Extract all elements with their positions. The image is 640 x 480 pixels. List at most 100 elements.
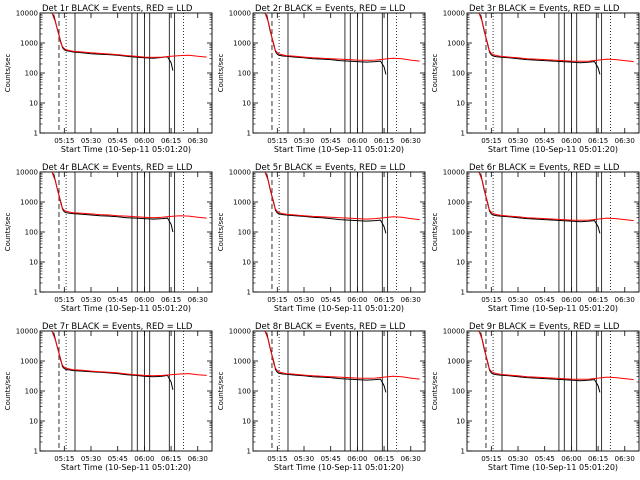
y-tick-label: 10 [242,100,251,108]
chart-title: Det 5r BLACK = Events, RED = LLD [255,163,406,173]
y-tick-label: 100 [238,229,251,237]
y-tick-label: 100 [238,70,251,78]
chart-panel: Det 9r BLACK = Events, RED = LLD Counts/s… [431,322,640,472]
x-tick-label: 06:15 [161,296,181,304]
plot-area [264,13,420,133]
y-axis-label: Counts/sec [4,213,12,252]
y-tick-label: 100 [25,229,38,237]
x-tick-label: 06:15 [588,296,608,304]
x-tick-label: 06:00 [347,137,367,145]
y-tick-label: 10 [242,418,251,426]
series-line-events [266,173,387,234]
chart-panel: Det 5r BLACK = Events, RED = LLD Counts/s… [217,163,426,313]
chart-title: Det 9r BLACK = Events, RED = LLD [469,322,620,332]
y-tick-label: 10000 [229,169,251,177]
chart-title: Det 1r BLACK = Events, RED = LLD [42,4,193,14]
plot-frame [39,330,213,452]
x-tick-label: 06:00 [134,296,154,304]
x-tick-label: 06:30 [188,455,208,463]
plot-area [51,13,207,133]
x-tick-label: 05:15 [267,455,287,463]
plot-area [264,331,420,451]
y-tick-label: 10 [242,259,251,267]
y-tick-label: 10000 [229,10,251,18]
x-tick-label: 06:30 [401,296,421,304]
y-tick-label: 10000 [443,169,465,177]
y-tick-label: 10000 [16,169,38,177]
x-tick-label: 06:00 [347,296,367,304]
x-tick-label: 05:15 [54,137,74,145]
x-axis-label: Start Time (10-Sep-11 05:01:20) [61,145,191,154]
y-tick-label: 100 [452,388,465,396]
x-axis-label: Start Time (10-Sep-11 05:01:20) [61,304,191,313]
plot-frame [252,330,426,452]
y-tick-label: 10000 [443,10,465,18]
x-tick-label: 05:30 [508,137,528,145]
x-tick-label: 06:30 [188,296,208,304]
y-tick-label: 1000 [447,199,465,207]
x-tick-label: 05:45 [321,137,341,145]
x-tick-label: 05:30 [294,137,314,145]
chart-title: Det 7r BLACK = Events, RED = LLD [42,322,193,332]
series-line-events [53,332,174,390]
y-tick-label: 1 [461,130,465,138]
series-line-lld [478,13,634,63]
series-line-lld [478,331,634,381]
plot-area [51,172,207,292]
x-tick-label: 06:15 [588,455,608,463]
x-tick-label: 05:15 [267,137,287,145]
x-tick-label: 05:45 [108,455,128,463]
chart-panel: Det 1r BLACK = Events, RED = LLD Counts/s… [4,4,213,154]
chart-panel: Det 4r BLACK = Events, RED = LLD Counts/s… [4,163,213,313]
y-tick-label: 1000 [233,358,251,366]
y-tick-label: 1000 [447,358,465,366]
y-tick-label: 1 [34,448,38,456]
series-line-lld [264,172,420,221]
chart-panel: Det 8r BLACK = Events, RED = LLD Counts/s… [217,322,426,472]
y-tick-label: 10000 [229,328,251,336]
chart-panel: Det 2r BLACK = Events, RED = LLD Counts/s… [217,4,426,154]
x-tick-label: 05:30 [81,455,101,463]
y-axis-label: Counts/sec [431,54,439,93]
x-tick-label: 06:15 [161,137,181,145]
x-tick-label: 05:15 [54,296,74,304]
y-tick-label: 100 [452,229,465,237]
series-line-lld [51,331,207,377]
plot-frame [466,330,640,452]
y-tick-label: 1 [461,289,465,297]
x-tick-label: 05:15 [481,455,501,463]
y-tick-label: 1000 [233,40,251,48]
y-tick-label: 1 [247,448,251,456]
x-tick-label: 05:45 [535,137,555,145]
series-line-events [266,332,387,393]
x-axis-label: Start Time (10-Sep-11 05:01:20) [274,304,404,313]
x-tick-label: 06:30 [615,137,635,145]
y-axis-label: Counts/sec [4,372,12,411]
x-tick-label: 06:30 [188,137,208,145]
y-axis-label: Counts/sec [217,213,225,252]
y-tick-label: 1000 [20,358,38,366]
y-tick-label: 100 [25,70,38,78]
plot-frame [466,171,640,293]
series-line-lld [51,13,207,58]
x-tick-label: 05:15 [267,296,287,304]
x-tick-label: 05:45 [321,296,341,304]
x-tick-label: 05:30 [508,455,528,463]
x-tick-label: 05:30 [81,296,101,304]
series-line-events [480,14,601,75]
plot-frame [39,12,213,134]
y-tick-label: 10 [456,100,465,108]
y-tick-label: 1 [461,448,465,456]
x-tick-label: 05:30 [81,137,101,145]
x-tick-label: 05:15 [481,137,501,145]
x-tick-label: 06:00 [134,455,154,463]
y-axis-label: Counts/sec [4,54,12,93]
y-tick-label: 1000 [20,199,38,207]
y-tick-label: 1 [34,130,38,138]
y-tick-label: 1 [247,130,251,138]
chart-title: Det 8r BLACK = Events, RED = LLD [255,322,406,332]
y-axis-label: Counts/sec [431,213,439,252]
plot-area [478,172,634,292]
x-tick-label: 06:15 [374,455,394,463]
x-tick-label: 06:30 [401,455,421,463]
